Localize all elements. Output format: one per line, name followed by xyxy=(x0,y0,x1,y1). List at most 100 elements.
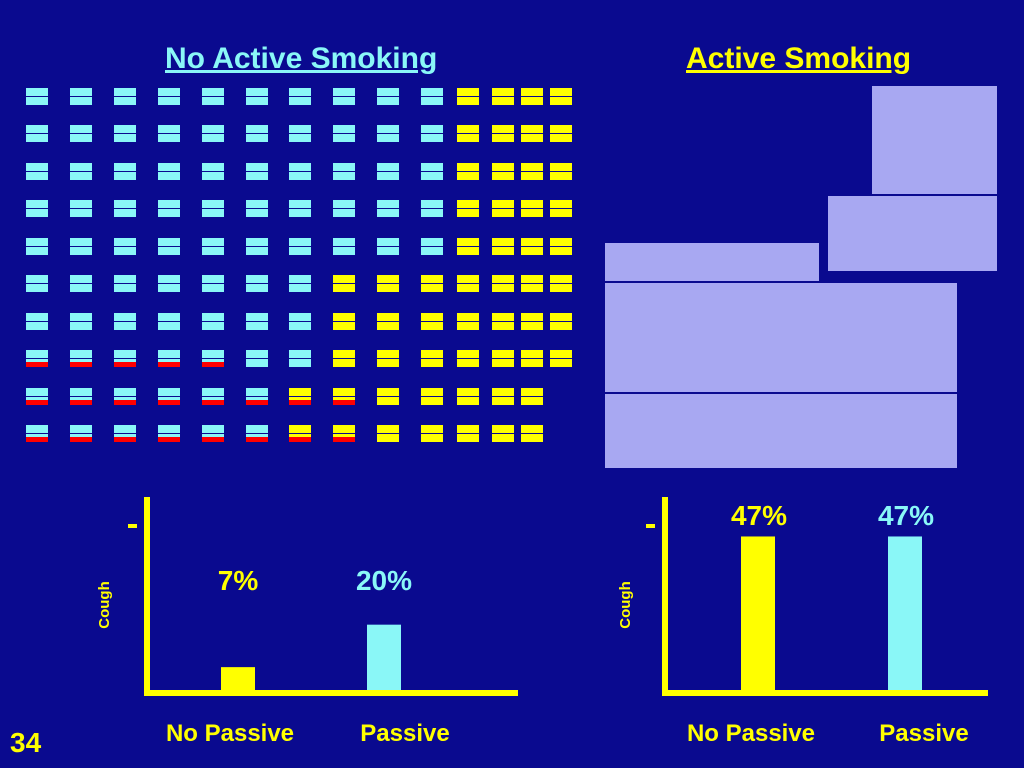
person-marker xyxy=(457,388,479,405)
cough-marker xyxy=(202,400,224,405)
person-marker xyxy=(289,200,311,217)
person-marker xyxy=(550,275,572,292)
person-marker xyxy=(70,275,92,292)
person-marker xyxy=(421,388,443,405)
bar-passive xyxy=(367,624,401,690)
person-marker xyxy=(492,313,514,330)
person-marker xyxy=(521,425,543,442)
person-marker xyxy=(457,125,479,142)
person-marker xyxy=(70,313,92,330)
category-label: Passive xyxy=(879,720,968,747)
cough-bar-chart-1: Cough 7% No Passive 20% Passive xyxy=(96,497,518,747)
person-marker xyxy=(246,313,268,330)
person-marker xyxy=(492,200,514,217)
person-marker xyxy=(26,88,48,105)
cough-marker xyxy=(289,400,311,405)
person-marker xyxy=(421,200,443,217)
person-marker xyxy=(333,388,355,405)
person-marker xyxy=(158,313,180,330)
person-marker xyxy=(70,388,92,405)
person-marker xyxy=(333,238,355,255)
cough-bar-chart-2: Cough 47% No Passive 47% Passive xyxy=(617,497,988,747)
person-marker xyxy=(421,425,443,442)
person-marker xyxy=(114,125,136,142)
active-smoking-panels xyxy=(603,84,999,470)
person-marker xyxy=(26,238,48,255)
person-marker xyxy=(246,425,268,442)
person-marker xyxy=(492,125,514,142)
person-marker xyxy=(333,425,355,442)
no-active-smoking-heading: No Active Smoking xyxy=(165,42,438,75)
person-marker xyxy=(246,350,268,367)
cough-marker xyxy=(333,437,355,442)
person-marker xyxy=(246,163,268,180)
person-marker xyxy=(421,88,443,105)
person-marker xyxy=(333,275,355,292)
person-marker xyxy=(333,313,355,330)
person-marker xyxy=(289,313,311,330)
person-marker xyxy=(333,350,355,367)
person-marker xyxy=(26,350,48,367)
cough-marker xyxy=(158,400,180,405)
person-marker xyxy=(457,163,479,180)
person-marker xyxy=(114,313,136,330)
person-marker xyxy=(70,238,92,255)
person-marker xyxy=(70,88,92,105)
person-marker xyxy=(158,388,180,405)
person-marker xyxy=(202,238,224,255)
person-marker xyxy=(550,88,572,105)
person-marker xyxy=(550,163,572,180)
person-marker xyxy=(492,238,514,255)
person-marker xyxy=(114,350,136,367)
person-marker xyxy=(114,163,136,180)
person-marker xyxy=(492,388,514,405)
person-marker xyxy=(114,275,136,292)
cough-marker xyxy=(114,400,136,405)
category-label: No Passive xyxy=(687,720,815,747)
person-marker xyxy=(202,425,224,442)
person-marker xyxy=(333,125,355,142)
person-marker xyxy=(246,88,268,105)
cough-marker xyxy=(114,437,136,442)
person-marker xyxy=(492,88,514,105)
person-marker xyxy=(377,200,399,217)
person-marker xyxy=(26,425,48,442)
bar-no-passive xyxy=(741,536,775,690)
cough-marker xyxy=(158,362,180,367)
y-axis-label: Cough xyxy=(617,581,634,628)
person-marker xyxy=(158,238,180,255)
person-marker xyxy=(114,88,136,105)
person-marker xyxy=(521,125,543,142)
person-marker xyxy=(246,125,268,142)
person-marker xyxy=(26,313,48,330)
person-marker xyxy=(289,275,311,292)
cough-marker xyxy=(26,437,48,442)
person-marker xyxy=(289,125,311,142)
person-marker xyxy=(114,425,136,442)
person-marker xyxy=(550,350,572,367)
person-marker xyxy=(114,388,136,405)
person-marker xyxy=(289,238,311,255)
person-marker xyxy=(70,200,92,217)
person-marker xyxy=(521,88,543,105)
person-marker xyxy=(333,88,355,105)
person-marker xyxy=(457,313,479,330)
person-marker xyxy=(26,275,48,292)
person-marker xyxy=(421,238,443,255)
person-marker xyxy=(289,163,311,180)
person-marker xyxy=(377,88,399,105)
cough-marker xyxy=(158,437,180,442)
cough-marker xyxy=(333,400,355,405)
bar-value-label: 47% xyxy=(731,500,787,531)
person-marker xyxy=(202,388,224,405)
person-marker xyxy=(26,388,48,405)
person-marker xyxy=(202,125,224,142)
person-marker xyxy=(114,238,136,255)
person-marker xyxy=(246,388,268,405)
person-marker xyxy=(457,200,479,217)
person-marker xyxy=(521,200,543,217)
person-marker xyxy=(492,163,514,180)
person-marker xyxy=(377,313,399,330)
bar-no-passive xyxy=(221,667,255,690)
